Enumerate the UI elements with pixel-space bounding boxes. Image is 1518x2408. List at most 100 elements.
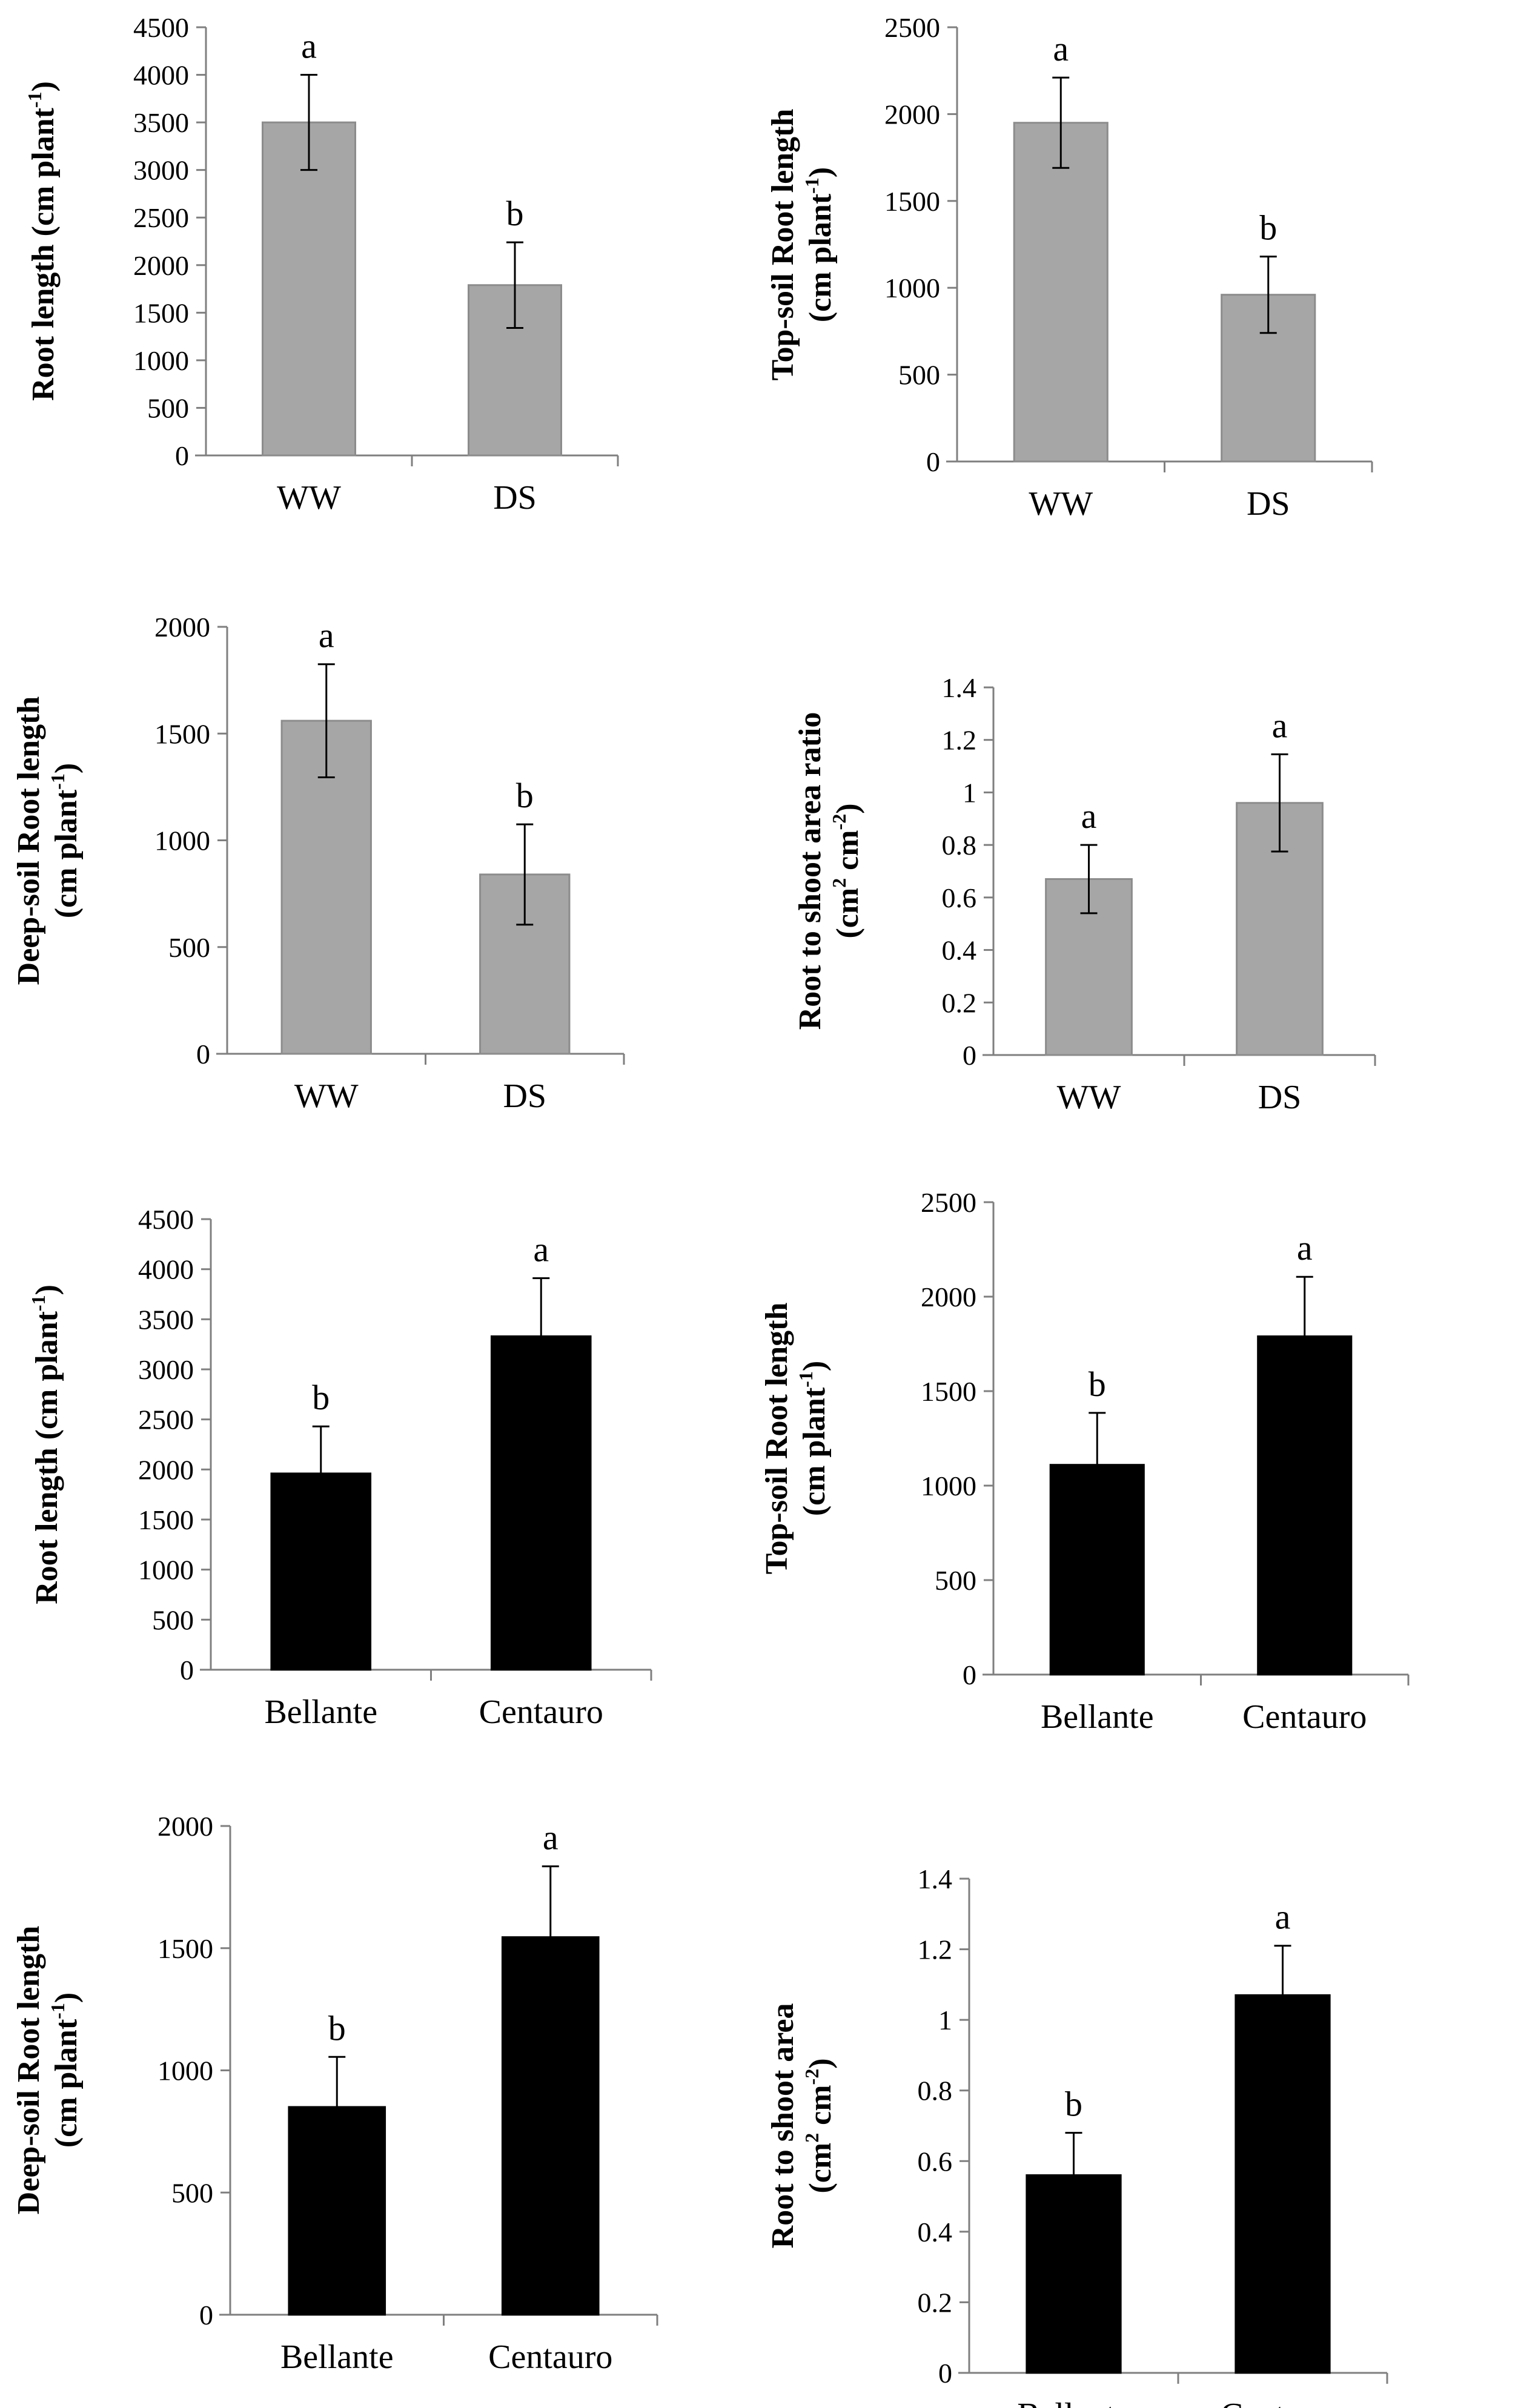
error-bar [328,2056,346,2158]
y-axis-title: Root length (cm plant-1) [27,1285,64,1604]
y-tick-label: 4500 [138,1204,194,1235]
y-tick-label: 0 [963,1659,976,1690]
y-axis-title: Top-soil Root length [760,1303,794,1575]
y-tick-label: 4000 [138,1254,194,1285]
x-category-label: DS [1258,1079,1302,1116]
y-axis-title: Top-soil Root length [766,109,800,381]
y-axis-title: (cm2 cm-2) [828,803,865,938]
y-tick-label: 500 [168,932,210,963]
y-tick-label: 1000 [138,1555,194,1586]
error-bar [1259,256,1277,334]
bar-ww [1013,122,1109,463]
error-bar [1296,1275,1313,1397]
significance-letter: a [543,1818,558,1857]
y-tick-label: 0 [196,1039,210,1070]
y-tick-label: 1000 [921,1470,976,1501]
y-tick-label: 1.2 [918,1934,953,1965]
y-tick-label: 3500 [138,1304,194,1335]
significance-letter: b [516,776,534,815]
significance-letter: a [1297,1228,1313,1268]
x-category-label: WW [1029,485,1093,523]
significance-letter: b [312,1378,330,1417]
y-tick-label: 1.4 [942,672,977,703]
error-bar [1065,2132,1082,2219]
error-bar [1080,844,1098,915]
y-tick-label: 2000 [138,1454,194,1485]
y-tick-label: 2000 [157,1811,213,1842]
y-tick-label: 1 [963,777,976,808]
y-tick-label: 1500 [138,1504,194,1535]
y-tick-label: 1000 [884,273,940,303]
significance-letter: a [1081,796,1097,836]
y-tick-label: 0 [180,1655,194,1685]
error-bar [532,1277,550,1395]
y-axis-title: (cm plant-1) [801,167,838,322]
bar-ds [1221,294,1316,463]
significance-letter: b [1089,1364,1106,1404]
y-tick-label: 3000 [133,155,189,186]
significance-letter: a [1053,29,1069,68]
chart-deepsoil-root-length-treatment: 0 500 1000 1500 2000 Deep-soil Root length (cm… [12,612,625,1115]
y-tick-label: 4500 [133,12,189,43]
error-bar [1274,1945,1291,2046]
x-category-label: Bellante [1041,1698,1154,1736]
y-tick-label: 2500 [921,1187,976,1218]
y-tick-label: 1000 [157,2056,213,2086]
y-tick-label: 1.2 [942,725,977,756]
bar-bellante [1026,2174,1122,2374]
x-category-label: DS [1247,485,1290,523]
y-axis-title: Root to shoot area ratio [793,712,827,1030]
chart-deepsoil-root-length-variety: 0 500 1000 1500 2000 Deep-soil Root length (cm… [12,1811,658,2376]
x-category-label: DS [493,479,537,517]
y-axis-title: Root to shoot area [766,2003,800,2249]
significance-letter: a [1272,706,1288,746]
x-category-label: Bellante [1017,2396,1130,2408]
y-tick-label: 0.4 [942,935,977,966]
y-axis-title: (cm plant-1) [47,1993,84,2148]
y-tick-label: 0 [963,1040,976,1071]
significance-letter: a [319,616,334,655]
y-tick-label: 1000 [154,825,210,856]
y-tick-label: 500 [935,1565,976,1596]
significance-letter: a [1275,1897,1291,1937]
error-bar [312,1425,330,1522]
y-tick-label: 0.6 [942,882,977,913]
y-tick-label: 0.2 [918,2287,953,2318]
error-bar [317,663,335,779]
x-category-label: WW [1057,1079,1121,1116]
chart-root-shoot-area-variety: 0 0.2 0.4 0.6 0.8 1 1.2 1.4 Root to shoot area (c… [766,1864,1388,2408]
significance-letter: b [328,2008,346,2048]
significance-letter: a [533,1230,549,1269]
x-category-label: Bellante [264,1693,377,1731]
bar-centauro [1235,1994,1331,2374]
bar-ds [479,873,571,1055]
x-category-label: Centauro [488,2338,612,2376]
y-tick-label: 0 [926,446,940,477]
x-category-label: Centauro [1242,1698,1367,1736]
y-tick-label: 0 [199,2300,213,2330]
y-axis-title: (cm plant-1) [795,1361,832,1516]
error-bar [1052,76,1070,169]
y-axis-title: (cm plant-1) [47,763,84,918]
y-tick-label: 2000 [884,99,940,130]
significance-letter: b [506,194,524,233]
y-tick-label: 2500 [138,1404,194,1435]
x-category-label: Centauro [479,1693,603,1731]
y-tick-label: 4000 [133,60,189,91]
y-axis-title: Deep-soil Root length [12,1926,46,2215]
y-tick-label: 1500 [884,186,940,217]
y-tick-label: 0.6 [918,2146,953,2177]
error-bar [506,241,523,329]
y-tick-label: 0.4 [918,2217,953,2248]
y-tick-label: 2000 [921,1282,976,1312]
error-bar [300,74,317,171]
y-axis-title: (cm2 cm-2) [801,2058,838,2193]
y-tick-label: 0.8 [918,2076,953,2106]
error-bar [516,823,534,926]
y-tick-label: 0 [175,440,189,471]
chart-root-shoot-ratio-treatment: 0 0.2 0.4 0.6 0.8 1 1.2 1.4 Root to shoot area r… [793,672,1376,1116]
y-tick-label: 2500 [133,202,189,233]
y-tick-label: 0 [938,2358,952,2389]
chart-topsoil-root-length-treatment: 0 500 1000 1500 2000 2500 Top-soil Root length… [766,12,1373,523]
